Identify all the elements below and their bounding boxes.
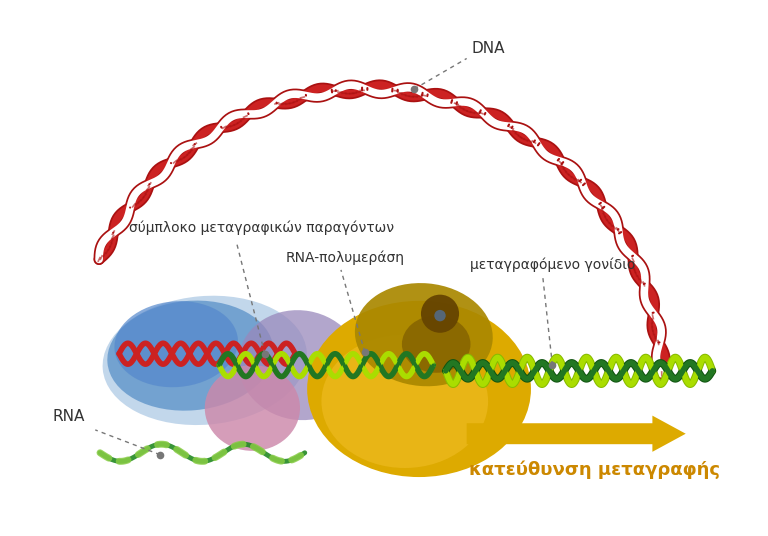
Text: RNA-πολυμεράση: RNA-πολυμεράση xyxy=(286,251,405,265)
Text: κατεύθυνση μεταγραφής: κατεύθυνση μεταγραφής xyxy=(468,460,720,479)
Text: RNA: RNA xyxy=(52,409,84,424)
FancyArrow shape xyxy=(467,415,686,452)
Ellipse shape xyxy=(307,301,531,477)
Ellipse shape xyxy=(238,310,362,420)
Circle shape xyxy=(434,310,445,322)
Text: DNA: DNA xyxy=(472,41,505,56)
Ellipse shape xyxy=(103,296,307,425)
Ellipse shape xyxy=(108,301,273,411)
Text: μεταγραφόμενο γονίδιο: μεταγραφόμενο γονίδιο xyxy=(469,257,635,272)
Ellipse shape xyxy=(322,334,488,468)
Ellipse shape xyxy=(205,365,300,451)
Circle shape xyxy=(421,295,459,333)
Ellipse shape xyxy=(402,316,471,373)
Text: σύμπλοκο μεταγραφικών παραγόντων: σύμπλοκο μεταγραφικών παραγόντων xyxy=(128,220,394,235)
Ellipse shape xyxy=(114,301,238,387)
Ellipse shape xyxy=(355,283,493,386)
